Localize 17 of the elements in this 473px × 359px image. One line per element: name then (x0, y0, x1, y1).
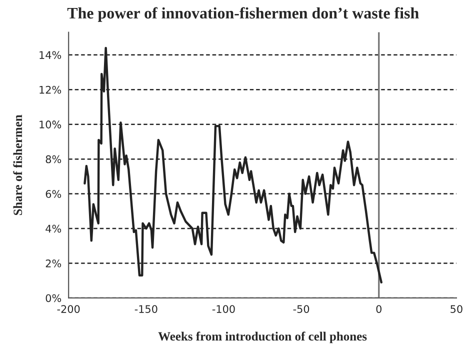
y-tick-label: 4% (46, 224, 62, 233)
y-tick-label: 10% (40, 120, 62, 128)
x-axis-title: Weeks from introduction of cell phones (158, 332, 367, 344)
y-tick-label: 12% (40, 86, 62, 94)
x-tick-label: 50 (450, 305, 462, 313)
x-tick-label: -200 (57, 305, 80, 313)
chart-title: The power of innovation-fishermen don’t waste fish (67, 7, 419, 22)
y-axis-title: Share of fishermen (13, 114, 22, 216)
x-tick-label: 0 (376, 305, 382, 313)
y-tick-label: 0% (46, 294, 62, 302)
y-tick-label: 6% (46, 190, 62, 198)
x-tick-label: -100 (212, 305, 235, 313)
x-tick-label: -150 (134, 305, 158, 313)
y-tick-label: 2% (46, 259, 62, 268)
y-tick-label: 8% (46, 155, 62, 164)
x-tick-label: -50 (293, 305, 310, 313)
y-tick-label: 14% (40, 51, 62, 59)
